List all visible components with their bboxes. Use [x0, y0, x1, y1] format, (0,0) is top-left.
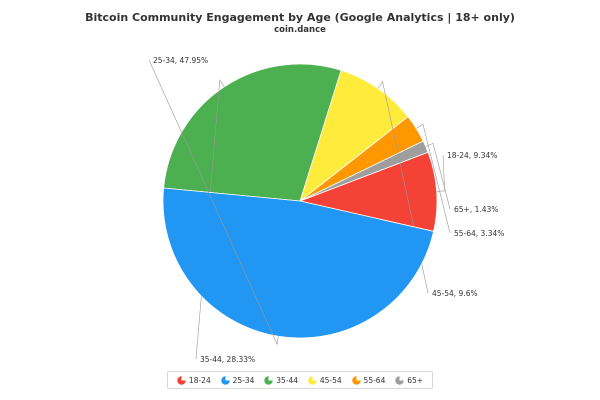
slice-label-65plus: 65+, 1.43% — [454, 205, 498, 214]
pie-slice-25-34[interactable] — [162, 187, 435, 339]
slice-label-55-64: 55-64, 3.34% — [454, 229, 504, 238]
legend-item-18-24[interactable]: 18-24 — [177, 376, 211, 385]
pie-icon — [395, 375, 404, 385]
chart-subtitle: coin.dance — [274, 25, 326, 35]
slice-connector-55-64 — [416, 123, 451, 234]
legend-label: 55-64 — [363, 375, 386, 385]
legend-label: 65+ — [407, 375, 424, 385]
legend-item-25-34[interactable]: 25-34 — [220, 375, 255, 385]
pie-icon — [308, 375, 317, 385]
legend-item-45-54[interactable]: 45-54 — [308, 376, 342, 385]
slice-connector-45-54 — [377, 81, 429, 294]
pie-icon — [351, 375, 361, 385]
legend-label: 25-34 — [232, 375, 255, 385]
pie-slice-18-24[interactable] — [298, 151, 438, 232]
pie-icon — [177, 375, 186, 385]
pie-icon — [264, 375, 273, 385]
slice-label-25-34: 25-34, 47.95% — [153, 56, 208, 65]
legend-label: 18-24 — [188, 375, 211, 385]
slice-connector-25-34 — [148, 59, 279, 346]
slice-label-18-24: 18-24, 9.34% — [447, 151, 497, 160]
legend-label: 35-44 — [276, 375, 299, 385]
legend-item-55-64[interactable]: 55-64 — [351, 375, 386, 385]
chart-title: Bitcoin Community Engagement by Age (Goo… — [85, 11, 515, 24]
pie-slice-45-54[interactable] — [299, 69, 409, 203]
legend-item-35-44[interactable]: 35-44 — [264, 376, 298, 385]
chart-legend: 18-24 25-34 35-44 45-54 55-64 65+ — [167, 371, 433, 389]
slice-label-45-54: 45-54, 9.6% — [432, 289, 478, 298]
legend-label: 45-54 — [319, 375, 342, 385]
pie-icon — [220, 375, 230, 385]
legend-item-65plus[interactable]: 65+ — [395, 376, 423, 385]
slice-label-35-44: 35-44, 28.33% — [200, 355, 255, 364]
